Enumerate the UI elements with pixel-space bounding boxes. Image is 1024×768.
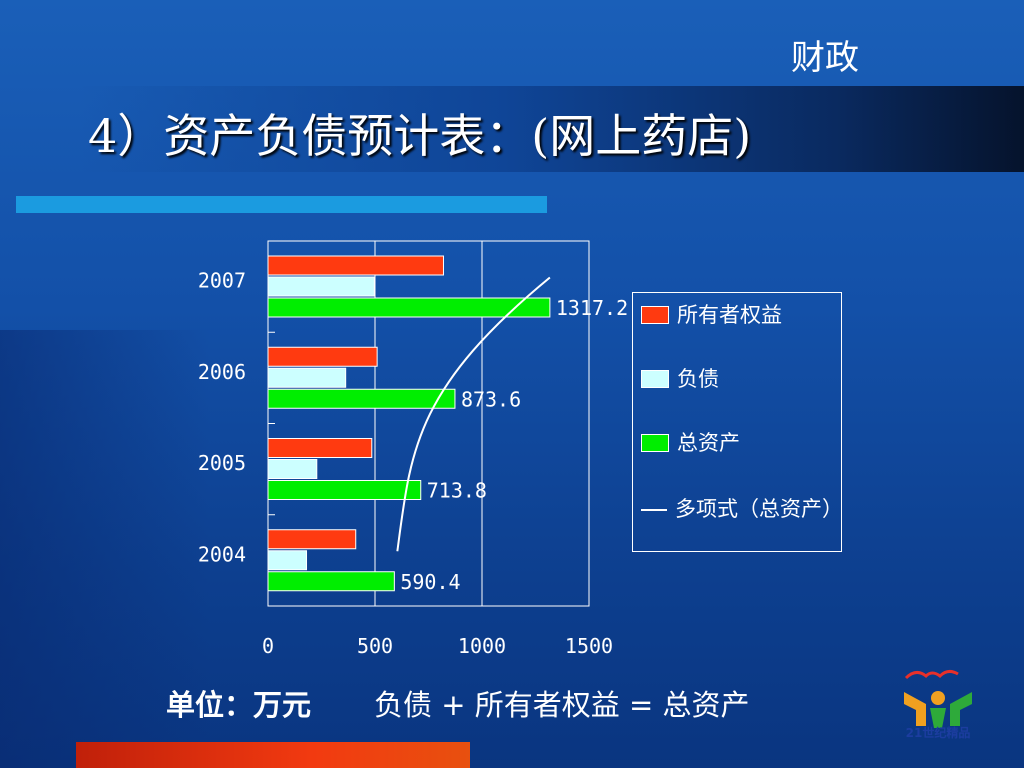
trendline-total-assets <box>396 276 551 552</box>
slide-title: 4）资产负债预计表：(网上药店) <box>88 109 752 163</box>
accent-bar <box>16 196 547 213</box>
legend-swatch-liabilities <box>641 370 669 388</box>
logo-text: 21世纪精品 <box>905 726 971 740</box>
bar-liabilities-2007 <box>267 276 375 297</box>
legend-item-trendline: 多项式（总资产） <box>641 495 843 523</box>
legend-label-trendline: 多项式（总资产） <box>675 497 843 521</box>
y-category-label: 2007 <box>198 269 246 293</box>
bar-equity-2006 <box>267 346 378 367</box>
data-label-total-assets: 873.6 <box>461 387 521 411</box>
x-tick-label: 1000 <box>458 634 506 658</box>
y-category-label: 2005 <box>198 451 246 475</box>
bar-equity-2004 <box>267 529 357 550</box>
data-label-total-assets: 713.8 <box>427 479 487 503</box>
legend-label-total-assets: 总资产 <box>677 431 740 455</box>
legend-label-liabilities: 负债 <box>677 367 719 391</box>
background-shade <box>0 330 210 768</box>
legend-swatch-trendline <box>641 509 667 511</box>
x-tick-label: 0 <box>262 634 274 658</box>
bar-equity-2005 <box>267 438 373 458</box>
x-tick-label: 500 <box>357 634 393 658</box>
data-label-total-assets: 1317.2 <box>556 296 628 320</box>
legend-item-equity: 所有者权益 <box>641 301 839 329</box>
bar-liabilities-2004 <box>267 550 308 571</box>
logo-icon <box>904 669 972 728</box>
legend-swatch-equity <box>641 306 669 324</box>
y-category-label: 2004 <box>198 542 246 566</box>
legend-item-liabilities: 负债 <box>641 365 839 393</box>
unit-label: 单位：万元 <box>166 688 312 722</box>
data-label-total-assets: 590.4 <box>400 570 460 594</box>
bar-total-assets-2007 <box>267 297 551 318</box>
y-category-label: 2006 <box>198 360 246 384</box>
legend-swatch-total-assets <box>641 434 669 452</box>
legend-label-equity: 所有者权益 <box>677 303 782 327</box>
legend-item-total-assets: 总资产 <box>641 429 839 457</box>
department-label: 财政 <box>791 38 859 78</box>
bar-total-assets-2006 <box>267 388 456 409</box>
bar-equity-2007 <box>267 255 444 276</box>
title-band <box>80 86 1024 172</box>
bar-liabilities-2006 <box>267 367 347 388</box>
chart-legend: 所有者权益 负债 总资产 多项式（总资产） <box>632 292 843 552</box>
bar-liabilities-2005 <box>267 459 318 479</box>
bar-total-assets-2005 <box>267 480 422 500</box>
x-tick-label: 1500 <box>565 634 613 658</box>
bar-total-assets-2004 <box>267 571 395 592</box>
bottom-accent-bar <box>76 742 470 768</box>
balance-equation: 负债 + 所有者权益 = 总资产 <box>374 688 750 722</box>
